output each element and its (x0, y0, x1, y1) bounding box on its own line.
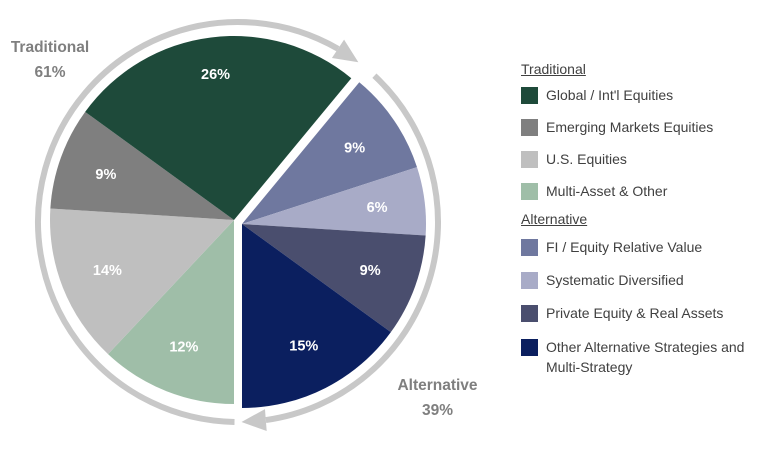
legend-swatch (521, 119, 538, 136)
legend-label: Systematic Diversified (546, 272, 684, 288)
legend-header-traditional: Traditional (521, 61, 586, 77)
alternative-label: Alternative (397, 377, 478, 394)
legend-label: Multi-Asset & Other (546, 183, 668, 199)
traditional-total: 61% (34, 64, 66, 81)
pie-slice (50, 208, 235, 355)
legend-header-alternative: Alternative (521, 211, 588, 227)
pie-slice (108, 220, 234, 404)
traditional-arrow-head (331, 39, 359, 63)
traditional-label: Traditional (10, 39, 90, 56)
slice-label: 9% (344, 140, 365, 156)
slice-label: 6% (367, 200, 388, 216)
slice-label: 15% (289, 338, 318, 354)
slice-label: 26% (201, 67, 230, 83)
legend-label: FI / Equity Relative Value (546, 239, 703, 255)
legend-label: U.S. Equities (546, 151, 627, 167)
legend-swatch (521, 239, 538, 256)
alternative-arrow-arc (265, 73, 441, 424)
legend-swatch (521, 272, 538, 289)
pie-slice (242, 167, 426, 236)
slice-label: 12% (169, 340, 198, 356)
legend-label: Other Alternative Strategies and Multi-S… (546, 339, 745, 375)
pie-slice (50, 111, 234, 220)
alternative-total: 39% (421, 402, 454, 419)
pie-slice (242, 224, 426, 333)
pie-slice (242, 224, 391, 408)
legend-label: Emerging Markets Equities (546, 119, 714, 135)
alternative-group-label: Alternative 39% (385, 373, 490, 423)
slice-label: 9% (360, 263, 381, 279)
legend-swatch (521, 305, 538, 322)
legend-swatch (521, 183, 538, 200)
legend-label: Global / Int'l Equities (546, 87, 674, 103)
legend-swatch (521, 87, 538, 104)
slice-label: 9% (95, 167, 116, 183)
slice-label: 14% (93, 263, 122, 279)
legend-swatch (521, 151, 538, 168)
traditional-arrow-arc (35, 19, 340, 425)
pie-slice (242, 82, 417, 225)
legend-label: Private Equity & Real Assets (546, 305, 724, 321)
traditional-group-label: Traditional 61% (0, 35, 100, 85)
legend-swatch (521, 339, 538, 356)
alternative-arrow-head (241, 409, 267, 432)
pie-slice (85, 36, 352, 220)
